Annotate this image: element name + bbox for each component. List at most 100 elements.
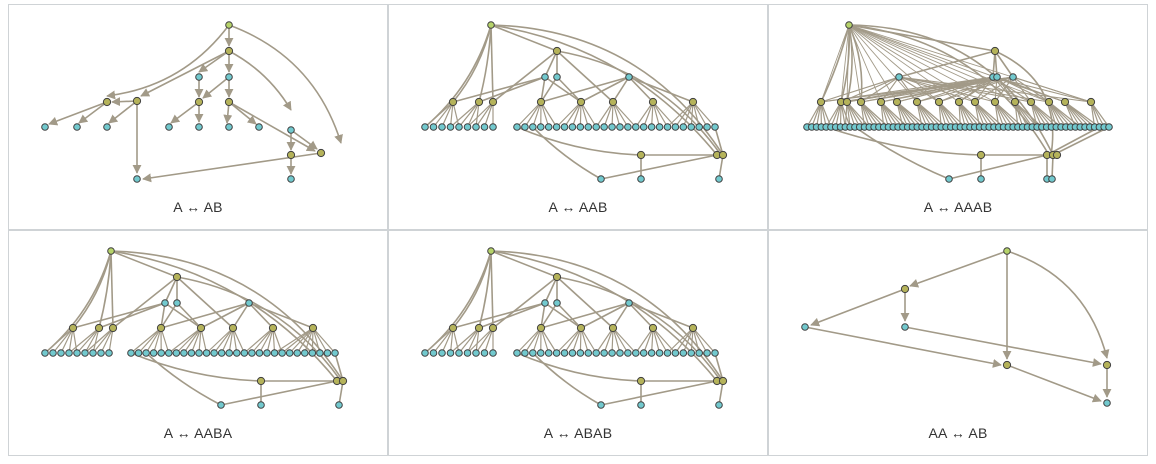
causal-edge: [452, 302, 546, 329]
causal-edge: [168, 327, 202, 354]
causal-edge: [467, 101, 494, 128]
panel-label: A ↔ AAB: [548, 199, 608, 215]
leaf-event-node: [637, 401, 645, 409]
causal-edge: [170, 101, 200, 124]
causal-edge: [938, 101, 947, 128]
leaf-event-node: [429, 123, 438, 131]
leaf-event-node: [217, 401, 225, 409]
leaf-event-node: [625, 299, 633, 307]
graph-a-aaba: [41, 247, 348, 409]
edges: [804, 250, 1112, 403]
causal-edge: [1052, 126, 1110, 156]
leaf-event-node: [895, 73, 903, 81]
causal-edge: [938, 101, 942, 128]
causal-edge: [611, 327, 614, 354]
causal-edge: [540, 302, 558, 329]
leaf-event-node: [592, 349, 600, 357]
causal-edge: [221, 327, 234, 354]
causal-edge: [556, 302, 582, 329]
causal-edge: [564, 101, 582, 128]
causal-edge: [612, 327, 621, 354]
causal-edge: [290, 129, 318, 150]
event-node: [1010, 97, 1020, 107]
leaf-event-node: [541, 73, 549, 81]
causal-edge: [1006, 250, 1110, 359]
causal-edge: [612, 101, 621, 128]
causal-edge: [820, 24, 850, 103]
causal-edge: [846, 101, 861, 128]
causal-edge: [848, 24, 960, 103]
causal-edge: [994, 50, 1014, 78]
causal-edge: [612, 76, 630, 103]
causal-edge: [994, 101, 1024, 128]
causal-edge: [544, 76, 582, 103]
causal-edge: [880, 101, 890, 128]
leaf-event-node: [608, 123, 616, 131]
causal-edge: [490, 250, 558, 278]
causal-edge: [44, 327, 74, 354]
causal-edge: [424, 101, 454, 128]
graph-aa-ab: [801, 247, 1112, 407]
causal-edge: [880, 101, 894, 128]
event-node: [488, 97, 498, 107]
causal-edge: [516, 126, 642, 156]
causal-edge: [612, 101, 637, 128]
leaf-event-node: [103, 123, 111, 131]
causal-edge: [846, 24, 850, 103]
root-event-node: [487, 247, 495, 255]
leaf-event-node: [584, 349, 593, 357]
causal-edge: [483, 101, 494, 128]
causal-edge: [466, 101, 480, 128]
leaf-event-node: [245, 299, 253, 307]
causal-edge: [1030, 101, 1038, 128]
causal-edge: [490, 24, 724, 156]
leaf-event-node: [568, 123, 577, 131]
event-node: [856, 97, 866, 107]
causal-edge: [450, 327, 480, 354]
leaf-event-node: [977, 175, 985, 183]
causal-edge: [1048, 101, 1067, 128]
event-node: [636, 376, 646, 386]
leaf-event-node: [687, 123, 696, 131]
leaf-event-node: [616, 123, 624, 131]
leaf-event-node: [225, 123, 233, 131]
leaf-event-node: [568, 349, 577, 357]
event-node: [608, 323, 618, 333]
event-node: [308, 323, 318, 333]
leaf-event-node: [455, 349, 463, 357]
leaf-event-node: [480, 123, 489, 131]
leaf-event-node: [97, 349, 105, 357]
leaf-event-node: [225, 349, 234, 357]
causal-edge: [674, 327, 694, 354]
leaf-event-node: [73, 123, 81, 131]
leaf-event-node: [597, 175, 605, 183]
causal-edge: [78, 101, 108, 124]
event-node: [990, 46, 1000, 56]
causal-edge: [938, 76, 1014, 103]
causal-edge: [690, 327, 694, 354]
leaf-event-node: [41, 349, 49, 357]
causal-edge: [164, 276, 178, 304]
causal-edge: [820, 76, 900, 103]
causal-edge: [840, 24, 850, 103]
leaf-event-node: [255, 123, 263, 131]
causal-edge: [84, 327, 114, 354]
leaf-event-node: [647, 349, 656, 357]
leaf-event-node: [560, 349, 569, 357]
causal-edge: [160, 302, 166, 329]
leaf-event-node: [335, 401, 343, 409]
causal-edge: [478, 302, 546, 329]
causal-edge: [52, 327, 74, 354]
root-event-node: [845, 21, 853, 29]
leaf-event-node: [715, 175, 723, 183]
causal-edge: [898, 50, 996, 78]
causal-edge: [475, 101, 494, 128]
leaf-event-node: [553, 73, 561, 81]
graph-a-aab: [421, 21, 728, 183]
causal-edge: [160, 327, 170, 354]
causal-edge: [1048, 101, 1081, 128]
causal-edge: [994, 101, 1009, 128]
leaf-event-node: [513, 349, 521, 357]
causal-edge: [692, 101, 708, 128]
causal-edge: [643, 327, 654, 354]
